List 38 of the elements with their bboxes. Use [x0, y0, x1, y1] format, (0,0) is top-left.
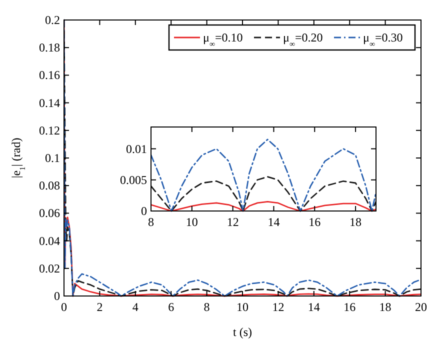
legend-label: μ$_{∞}$=0.30 [363, 30, 403, 48]
x-tick-label: 12 [226, 215, 239, 229]
y-tick-label: 0.02 [39, 261, 60, 276]
y-tick-label: 0.16 [39, 68, 60, 82]
y-tick-label: 0.04 [39, 234, 60, 248]
y-tick-label: 0.18 [39, 40, 60, 55]
x-tick-label: 8 [204, 300, 210, 314]
x-tick-label: 14 [308, 300, 320, 314]
y-tick-label: 0.1 [45, 151, 60, 165]
x-tick-label: 14 [268, 215, 280, 229]
y-tick-label: 0 [141, 204, 147, 218]
line-series [151, 200, 376, 212]
x-tick-label: 6 [168, 300, 174, 314]
line-series [64, 19, 421, 297]
y-tick-label: 0.12 [39, 123, 60, 138]
line-series [151, 138, 376, 212]
y-tick-label: 0.06 [39, 206, 60, 220]
legend-label: μ$_{∞}$=0.20 [283, 30, 323, 48]
y-tick-label: 0.005 [120, 172, 147, 187]
x-tick-label: 16 [344, 300, 356, 314]
x-axis-title: t (s) [233, 325, 252, 339]
x-tick-label: 18 [350, 215, 362, 229]
y-tick-label: 0 [54, 289, 60, 303]
x-tick-label: 8 [148, 215, 154, 229]
y-tick-label: 0.08 [39, 178, 60, 193]
x-tick-label: 10 [236, 300, 248, 314]
y-tick-label: 0.01 [126, 142, 147, 156]
x-tick-label: 10 [186, 215, 198, 229]
y-tick-label: 0.2 [45, 13, 60, 27]
x-tick-label: 4 [132, 300, 138, 314]
x-tick-label: 20 [415, 300, 427, 314]
y-tick-label: 0.14 [39, 96, 60, 110]
line-series [151, 176, 376, 212]
x-tick-label: 18 [379, 300, 392, 314]
x-tick-label: 12 [272, 300, 284, 314]
x-tick-label: 2 [96, 300, 103, 314]
x-tick-label: 16 [308, 215, 321, 229]
legend-label: μ$_{∞}$=0.10 [203, 30, 243, 48]
